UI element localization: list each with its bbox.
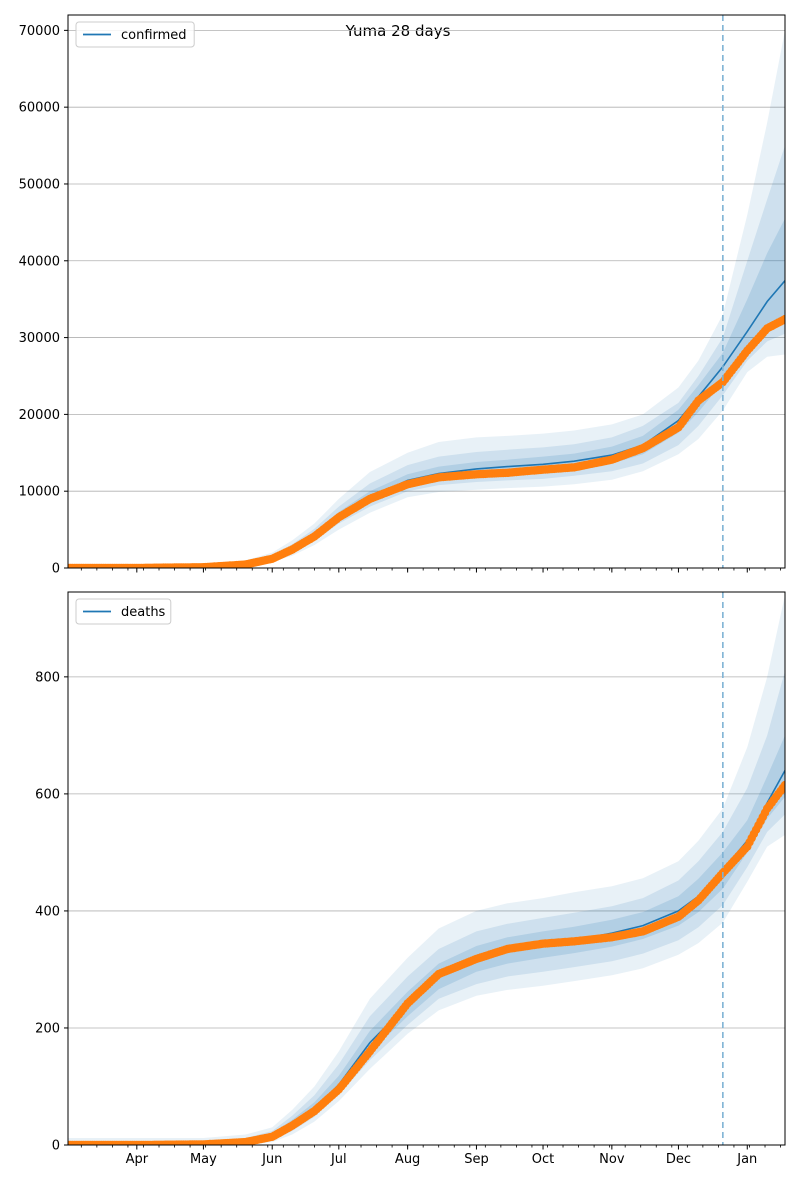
uncertainty-band (68, 594, 785, 1145)
y-tick-label: 10000 (19, 485, 60, 500)
uncertainty-band (68, 671, 785, 1145)
x-tick-label: Nov (599, 1152, 625, 1167)
confirmed-panel: 0 10000 20000 30000 40000 50000 60000 70000 conf… (19, 14, 786, 577)
y-tick-label: 50000 (19, 177, 60, 192)
y-tick-label: 70000 (19, 24, 60, 39)
y-tick-label: 40000 (19, 254, 60, 269)
x-tick-label: Oct (532, 1152, 554, 1167)
y-tick-label: 0 (52, 562, 60, 577)
deaths-panel: 0 200 400 600 800 Apr May Jun Jul Aug Sep Oct Nov Dec… (35, 591, 786, 1167)
uncertainty-band (68, 30, 785, 568)
x-tick-label: Sep (464, 1152, 489, 1167)
y-tick-label: 0 (52, 1139, 60, 1154)
x-tick-label: Aug (395, 1152, 420, 1167)
x-tick-label: Dec (666, 1152, 691, 1167)
y-tick-label: 60000 (19, 101, 60, 116)
x-tick-label: Apr (126, 1152, 149, 1167)
y-tick-label: 30000 (19, 331, 60, 346)
y-tick-label: 600 (35, 787, 60, 802)
axes-frame (67, 14, 786, 569)
legend-label: deaths (121, 605, 166, 620)
data-point (780, 314, 785, 324)
x-tick-label: Jul (330, 1152, 347, 1167)
y-tick-label: 800 (35, 670, 60, 685)
y-tick-label: 200 (35, 1021, 60, 1036)
y-tick-label: 400 (35, 904, 60, 919)
x-tick-label: Jan (736, 1152, 757, 1167)
legend-box (75, 21, 195, 48)
x-tick-label: Jun (261, 1152, 282, 1167)
legend-box (75, 598, 172, 625)
figure-title: Yuma 28 days (345, 22, 451, 40)
legend-label: confirmed (121, 28, 187, 43)
uncertainty-band (68, 145, 785, 568)
axes-frame (67, 591, 786, 1146)
y-tick-label: 20000 (19, 408, 60, 423)
data-point (780, 780, 785, 790)
x-tick-label: May (190, 1152, 217, 1167)
